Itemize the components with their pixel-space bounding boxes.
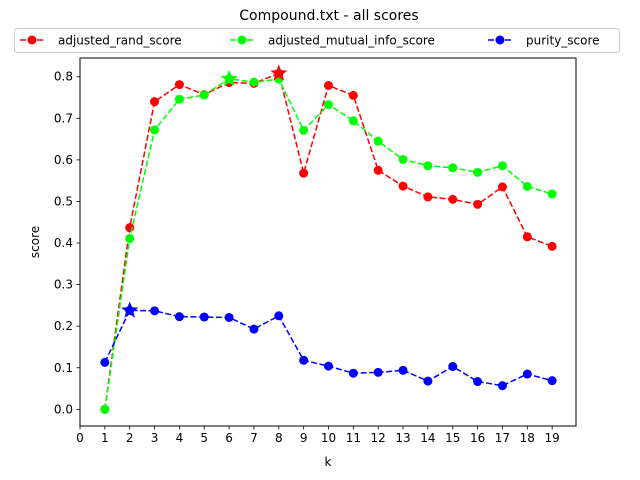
x-tick-label: 9 <box>300 431 308 445</box>
data-point <box>473 377 483 387</box>
data-point <box>448 163 458 173</box>
chart-title: Compound.txt - all scores <box>239 8 418 24</box>
best-score-star-marker <box>270 64 288 81</box>
x-tick-label: 10 <box>321 431 336 445</box>
plot-frame <box>79 57 577 427</box>
legend-entry-label: adjusted_mutual_info_score <box>268 34 435 48</box>
x-axis: 0 1 2 3 4 5 6 7 8 9 10 11 12 13 14 15 16 17 18 19 <box>76 426 560 445</box>
x-tick-label: 0 <box>76 431 84 445</box>
x-tick-label: 11 <box>346 431 361 445</box>
y-tick-label: 0.5 <box>54 194 73 208</box>
data-point <box>398 154 408 164</box>
x-axis-label: k <box>325 455 332 469</box>
series-group <box>100 64 557 414</box>
x-tick-label: 15 <box>445 431 460 445</box>
y-tick-label: 0.0 <box>54 402 73 416</box>
data-point <box>299 168 309 178</box>
y-tick-label: 0.4 <box>54 236 73 250</box>
data-point <box>174 80 184 90</box>
legend: adjusted_rand_score adjusted_mutual_info_… <box>14 28 620 53</box>
data-point <box>323 361 333 371</box>
y-tick-label: 0.2 <box>54 319 73 333</box>
data-point <box>125 233 135 243</box>
data-point <box>522 232 532 242</box>
data-point <box>150 306 160 316</box>
data-point <box>100 357 110 367</box>
data-point <box>224 312 234 322</box>
legend-frame <box>14 28 620 53</box>
x-tick-label: 17 <box>495 431 510 445</box>
y-tick-label: 0.1 <box>54 361 73 375</box>
data-point <box>150 125 160 135</box>
y-tick-label: 0.6 <box>54 153 73 167</box>
data-point <box>398 365 408 375</box>
data-point <box>274 311 284 321</box>
x-tick-label: 14 <box>420 431 435 445</box>
data-point <box>373 367 383 377</box>
data-point <box>299 355 309 365</box>
data-point <box>174 312 184 322</box>
data-point <box>373 165 383 175</box>
x-tick-label: 3 <box>151 431 159 445</box>
data-point <box>423 376 433 386</box>
data-point <box>497 161 507 171</box>
legend-entry-label: adjusted_rand_score <box>58 34 182 48</box>
data-point <box>100 404 110 414</box>
y-tick-label: 0.3 <box>54 278 73 292</box>
data-point <box>249 324 259 334</box>
data-point <box>348 368 358 378</box>
x-tick-label: 13 <box>395 431 410 445</box>
data-point <box>448 362 458 372</box>
x-tick-label: 5 <box>200 431 208 445</box>
data-point <box>473 167 483 177</box>
data-point <box>547 189 557 199</box>
data-point <box>497 182 507 192</box>
x-tick-label: 1 <box>101 431 109 445</box>
best-score-star-marker <box>220 69 238 87</box>
data-point <box>398 181 408 191</box>
data-point <box>199 90 209 100</box>
data-point <box>174 94 184 104</box>
data-point <box>323 100 333 110</box>
legend-marker <box>495 35 505 45</box>
plot-area <box>80 58 576 426</box>
x-tick-label: 12 <box>371 431 386 445</box>
legend-entry-label: purity_score <box>526 34 600 48</box>
data-point <box>522 369 532 379</box>
data-point <box>199 312 209 322</box>
data-point <box>348 90 358 100</box>
data-point <box>348 116 358 126</box>
best-score-star-marker <box>121 301 139 318</box>
x-tick-label: 7 <box>250 431 258 445</box>
data-point <box>299 125 309 135</box>
data-point <box>423 161 433 171</box>
legend-marker <box>27 35 37 45</box>
data-point <box>423 192 433 202</box>
y-axis-label: score <box>28 226 42 258</box>
data-point <box>249 77 259 87</box>
y-tick-label: 0.8 <box>54 70 73 84</box>
y-tick-label: 0.7 <box>54 111 73 125</box>
legend-marker <box>237 35 247 45</box>
data-point <box>373 136 383 146</box>
x-tick-label: 8 <box>275 431 283 445</box>
data-point <box>547 376 557 386</box>
data-point <box>547 241 557 251</box>
y-axis: 0.0 0.1 0.2 0.3 0.4 0.5 0.6 0.7 0.8 <box>54 70 80 416</box>
data-point <box>448 194 458 204</box>
x-tick-label: 2 <box>126 431 134 445</box>
x-tick-label: 18 <box>520 431 535 445</box>
data-point <box>473 199 483 209</box>
x-tick-label: 4 <box>176 431 184 445</box>
x-tick-label: 6 <box>225 431 233 445</box>
data-point <box>522 181 532 191</box>
x-tick-label: 19 <box>545 431 560 445</box>
data-point <box>150 97 160 107</box>
x-tick-label: 16 <box>470 431 485 445</box>
data-point <box>323 80 333 90</box>
data-point <box>497 381 507 391</box>
